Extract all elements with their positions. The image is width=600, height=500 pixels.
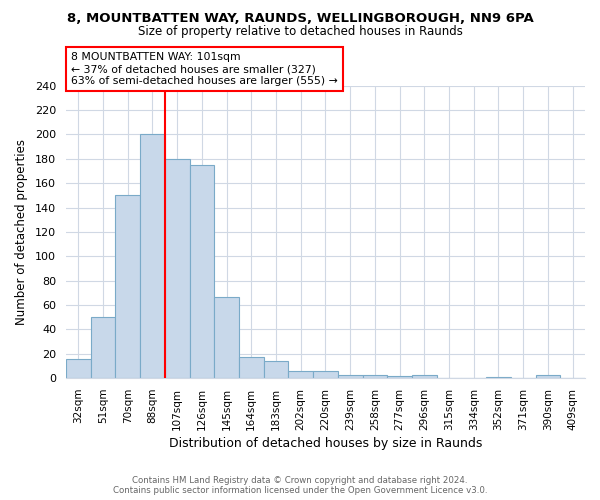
Bar bbox=[536, 374, 560, 378]
Text: Contains HM Land Registry data © Crown copyright and database right 2024.
Contai: Contains HM Land Registry data © Crown c… bbox=[113, 476, 487, 495]
Bar bbox=[387, 376, 412, 378]
Y-axis label: Number of detached properties: Number of detached properties bbox=[15, 139, 28, 325]
Bar bbox=[263, 361, 289, 378]
Bar bbox=[362, 374, 387, 378]
Bar bbox=[486, 377, 511, 378]
Bar bbox=[190, 165, 214, 378]
Bar bbox=[140, 134, 165, 378]
Bar bbox=[66, 358, 91, 378]
Bar bbox=[239, 358, 263, 378]
Bar bbox=[214, 296, 239, 378]
Bar bbox=[165, 159, 190, 378]
Bar bbox=[412, 374, 437, 378]
Bar bbox=[91, 318, 115, 378]
Bar bbox=[313, 371, 338, 378]
Bar bbox=[289, 371, 313, 378]
Bar bbox=[338, 374, 362, 378]
Bar bbox=[115, 196, 140, 378]
Text: 8 MOUNTBATTEN WAY: 101sqm
← 37% of detached houses are smaller (327)
63% of semi: 8 MOUNTBATTEN WAY: 101sqm ← 37% of detac… bbox=[71, 52, 338, 86]
X-axis label: Distribution of detached houses by size in Raunds: Distribution of detached houses by size … bbox=[169, 437, 482, 450]
Text: 8, MOUNTBATTEN WAY, RAUNDS, WELLINGBOROUGH, NN9 6PA: 8, MOUNTBATTEN WAY, RAUNDS, WELLINGBOROU… bbox=[67, 12, 533, 26]
Text: Size of property relative to detached houses in Raunds: Size of property relative to detached ho… bbox=[137, 25, 463, 38]
